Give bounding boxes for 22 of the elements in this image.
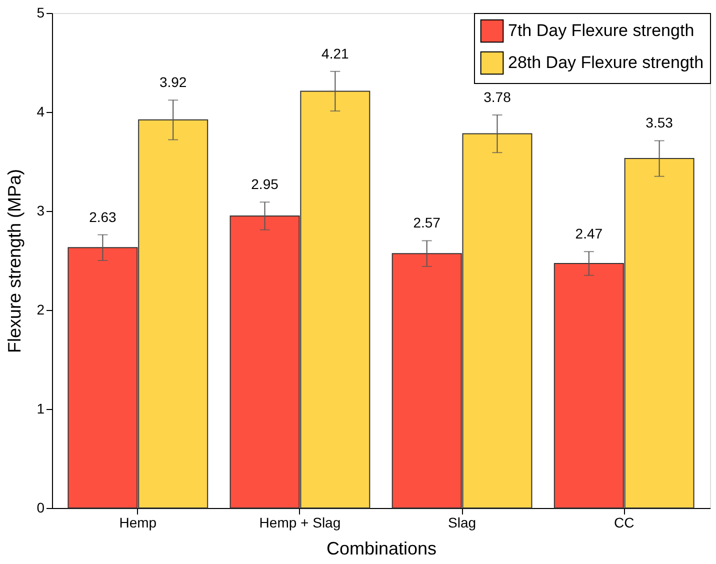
data-label: 3.78	[484, 88, 512, 105]
data-label: 3.53	[646, 114, 674, 131]
data-label: 4.21	[322, 45, 349, 62]
data-label: 3.92	[159, 74, 187, 90]
y-tick-label: 3	[36, 202, 45, 218]
x-tick-label: Hemp + Slag	[259, 514, 341, 530]
y-axis-title: Flexure strength (MPa)	[4, 168, 25, 354]
y-tick-label: 0	[36, 500, 45, 516]
x-tick-label: CC	[614, 514, 634, 530]
data-label: 2.95	[251, 176, 279, 192]
x-tick-label: Slag	[448, 514, 476, 530]
legend-label: 7th Day Flexure strength	[508, 21, 694, 40]
y-tick-label: 2	[36, 302, 45, 318]
x-tick-label: Hemp	[119, 514, 157, 530]
data-label: 2.57	[413, 214, 441, 231]
data-label: 2.47	[575, 226, 603, 242]
x-axis-title: Combinations	[326, 538, 437, 558]
legend-label: 28th Day Flexure strength	[508, 53, 704, 72]
data-label: 2.63	[89, 208, 117, 225]
y-tick-label: 4	[36, 104, 45, 120]
y-tick-label: 1	[36, 400, 45, 416]
y-tick-label: 5	[36, 4, 45, 20]
